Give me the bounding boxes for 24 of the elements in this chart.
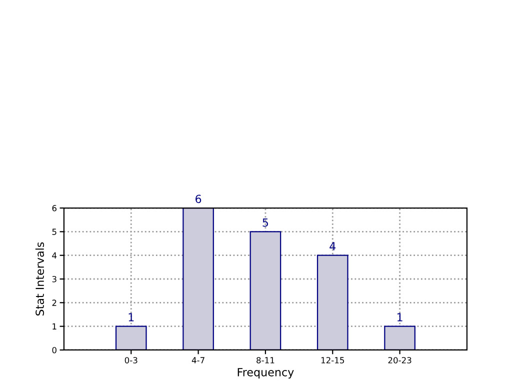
y-axis-title: Stat Intervals — [35, 242, 44, 316]
bar — [316, 254, 348, 350]
y-tick-label: 3 — [52, 276, 56, 282]
x-tick-label: 20-23 — [388, 357, 412, 364]
bar — [250, 231, 282, 350]
data-label: 5 — [262, 218, 268, 227]
bar — [182, 208, 214, 350]
data-label: 4 — [330, 242, 336, 250]
x-axis-title: Frequency — [238, 368, 294, 379]
x-tick-label: 4-7 — [192, 357, 204, 364]
data-label: 1 — [128, 313, 134, 322]
data-label: 1 — [397, 313, 402, 322]
x-tick-label: 0-3 — [124, 357, 138, 364]
y-tick-label: 1 — [52, 323, 56, 330]
data-label: 6 — [196, 194, 202, 204]
x-tick-label: 8-11 — [256, 357, 274, 364]
y-tick-label: 6 — [52, 205, 56, 212]
y-tick-label: 2 — [52, 300, 56, 306]
y-tick-label: 4 — [52, 252, 57, 259]
x-tick-label: 12-15 — [321, 357, 344, 364]
y-tick-label: 5 — [52, 228, 56, 235]
y-tick-label: 0 — [52, 346, 56, 354]
bar — [115, 326, 147, 350]
bar — [384, 326, 416, 350]
